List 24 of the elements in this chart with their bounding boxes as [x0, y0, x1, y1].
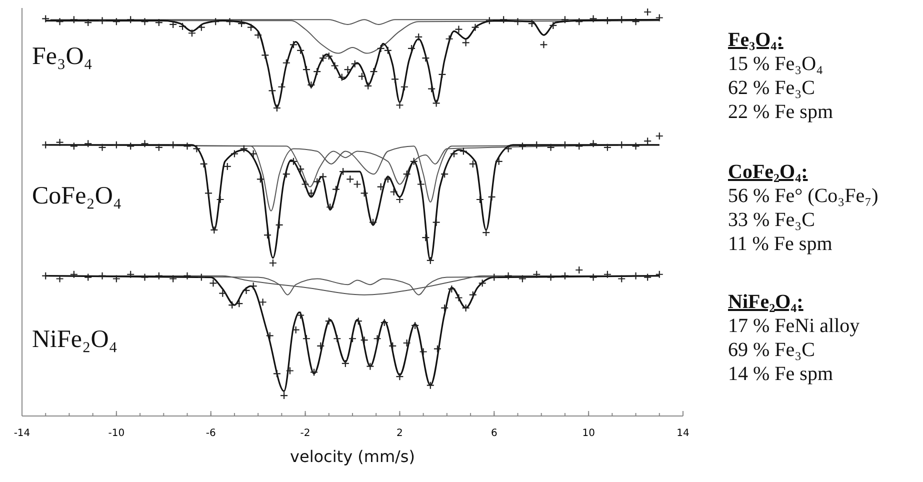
x-tick-label: -14	[14, 428, 30, 439]
x-tick-label: 2	[396, 428, 403, 439]
text: 17 % FeNi alloy	[728, 315, 860, 337]
text: 11 % Fe spm	[728, 233, 833, 255]
text: NiFe₂O₄	[32, 326, 118, 353]
x-tick-label: -2	[300, 428, 310, 439]
text: CoFe₂O₄	[32, 182, 122, 210]
text: 14 % Fe spm	[728, 363, 834, 385]
x-tick-label: -6	[206, 428, 216, 439]
text: 22 % Fe spm	[728, 101, 834, 123]
text: 62 % Fe₃C	[728, 77, 815, 99]
text: 56 % Fe° (Co₃Fe₇)	[728, 185, 878, 207]
x-tick-label: 6	[490, 428, 498, 439]
x-tick-label: 14	[676, 428, 690, 439]
x-axis-title: velocity (mm/s)	[290, 447, 415, 466]
x-tick-label: 10	[582, 428, 595, 439]
text: CoFe₂O₄:	[728, 161, 808, 183]
text: Fe₃O₄	[32, 43, 92, 70]
text: 33 % Fe₃C	[728, 209, 815, 231]
text: NiFe₂O₄:	[728, 291, 804, 313]
text: 15 % Fe₃O₄	[728, 53, 824, 75]
text: Fe₃O₄:	[728, 29, 784, 51]
x-tick-label: -10	[108, 428, 125, 439]
text: 69 % Fe₃C	[728, 339, 815, 361]
